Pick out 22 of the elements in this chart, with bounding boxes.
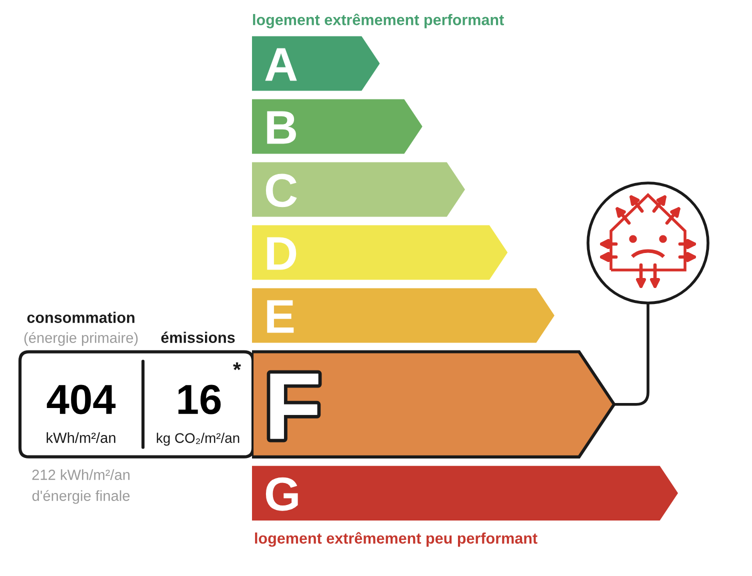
text: logement extrêmement peu performant bbox=[255, 532, 538, 547]
y-tick-label: B bbox=[267, 111, 296, 144]
text: 16 bbox=[178, 384, 221, 414]
bar bbox=[252, 225, 508, 280]
text: logement extrêmement performant bbox=[253, 14, 504, 28]
bar bbox=[252, 288, 554, 343]
y-tick-label: C bbox=[266, 174, 297, 208]
y-tick-label: G bbox=[266, 477, 298, 511]
y-tick-label: E bbox=[267, 300, 294, 333]
text: kg CO₂/m²/an bbox=[156, 432, 240, 446]
text: 404 bbox=[46, 384, 116, 414]
text: (énergie primaire) bbox=[24, 332, 138, 346]
y-tick-label: A bbox=[265, 48, 297, 81]
text: émissions bbox=[161, 332, 235, 343]
text: * bbox=[233, 362, 242, 370]
bar bbox=[252, 162, 465, 217]
text: d'énergie finale bbox=[32, 490, 130, 504]
y-tick-label: D bbox=[267, 237, 296, 270]
text: 212 kWh/m²/an bbox=[32, 469, 130, 480]
text: kWh/m²/an bbox=[46, 432, 116, 443]
text: consommation bbox=[27, 312, 134, 323]
y-tick-label: F bbox=[270, 374, 318, 439]
